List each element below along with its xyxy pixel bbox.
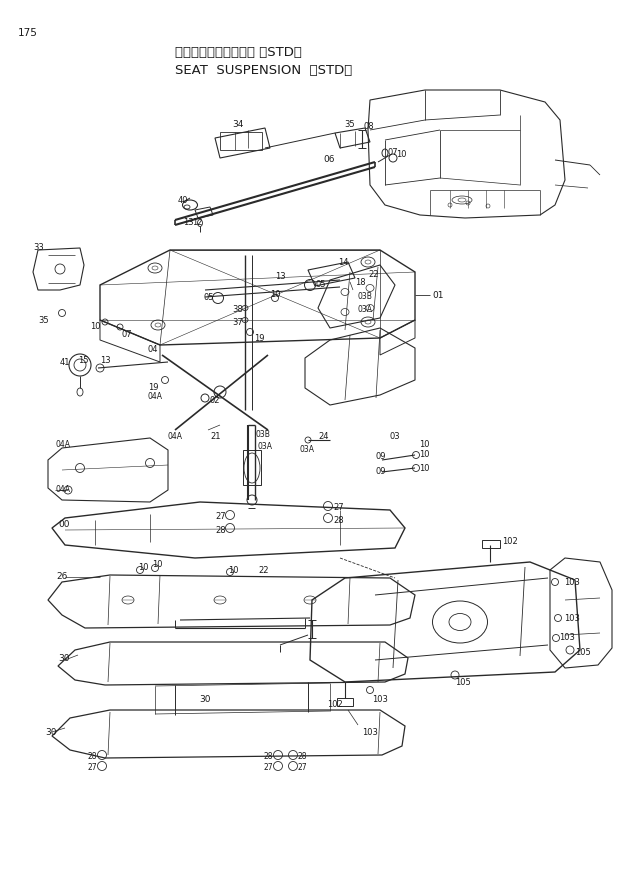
Text: 22: 22 bbox=[258, 566, 268, 575]
Text: 102: 102 bbox=[327, 700, 343, 709]
Text: 02: 02 bbox=[210, 396, 221, 405]
Text: 19: 19 bbox=[254, 334, 265, 343]
Text: 103: 103 bbox=[564, 578, 580, 587]
Text: 30: 30 bbox=[45, 728, 56, 737]
Text: 04: 04 bbox=[148, 345, 159, 354]
Text: 15: 15 bbox=[78, 356, 89, 365]
Text: 35: 35 bbox=[345, 120, 355, 129]
Text: 10: 10 bbox=[396, 150, 407, 159]
Text: シートサスペンション 〈STD〉: シートサスペンション 〈STD〉 bbox=[175, 46, 302, 59]
Bar bbox=[220, 132, 262, 150]
Text: 28: 28 bbox=[215, 526, 226, 535]
Text: 03A: 03A bbox=[357, 305, 372, 314]
Text: 27: 27 bbox=[298, 763, 308, 772]
Text: 03A: 03A bbox=[300, 445, 315, 454]
Text: 07: 07 bbox=[122, 330, 133, 339]
Text: 05: 05 bbox=[204, 293, 215, 302]
Text: 07: 07 bbox=[388, 148, 399, 157]
Text: 03: 03 bbox=[390, 432, 401, 441]
Text: 37: 37 bbox=[232, 318, 243, 327]
Text: 26: 26 bbox=[56, 572, 68, 581]
Text: 27: 27 bbox=[333, 503, 343, 512]
Text: 10: 10 bbox=[270, 290, 280, 299]
Text: 28: 28 bbox=[264, 752, 273, 761]
Text: 22: 22 bbox=[368, 270, 378, 279]
Text: 24: 24 bbox=[318, 432, 329, 441]
Text: 12: 12 bbox=[192, 218, 202, 227]
Text: 30: 30 bbox=[58, 654, 69, 663]
Text: 28: 28 bbox=[298, 752, 308, 761]
Text: 10: 10 bbox=[419, 450, 430, 459]
Text: 103: 103 bbox=[564, 614, 580, 623]
Text: 09: 09 bbox=[375, 467, 386, 476]
Text: SEAT  SUSPENSION  〈STD〉: SEAT SUSPENSION 〈STD〉 bbox=[175, 64, 352, 77]
Text: 175: 175 bbox=[18, 28, 38, 38]
Text: 105: 105 bbox=[455, 678, 471, 687]
Text: 03A: 03A bbox=[258, 442, 273, 451]
Text: 103: 103 bbox=[372, 695, 388, 704]
Text: 09: 09 bbox=[375, 452, 386, 461]
Text: 34: 34 bbox=[232, 120, 244, 129]
Text: 03B: 03B bbox=[256, 430, 271, 439]
Text: 10: 10 bbox=[152, 560, 162, 569]
Text: 13: 13 bbox=[183, 218, 193, 227]
Text: 102: 102 bbox=[502, 537, 518, 546]
Text: 04A: 04A bbox=[56, 485, 71, 494]
Text: 21: 21 bbox=[210, 432, 221, 441]
Text: 00: 00 bbox=[58, 520, 69, 529]
Text: 103: 103 bbox=[362, 728, 378, 737]
Text: 30: 30 bbox=[199, 695, 211, 704]
Text: 10: 10 bbox=[419, 440, 430, 449]
Text: 10: 10 bbox=[419, 464, 430, 473]
Text: 10: 10 bbox=[138, 563, 149, 572]
Text: 13: 13 bbox=[275, 272, 286, 281]
Text: 13: 13 bbox=[100, 356, 110, 365]
Text: 03B: 03B bbox=[357, 292, 372, 301]
Text: 04A: 04A bbox=[168, 432, 183, 441]
Text: 18: 18 bbox=[355, 278, 366, 287]
Text: 05: 05 bbox=[315, 280, 326, 289]
Text: 01: 01 bbox=[432, 291, 443, 300]
Text: 14: 14 bbox=[338, 258, 348, 267]
Text: 35: 35 bbox=[38, 316, 48, 325]
Text: 103: 103 bbox=[559, 633, 575, 642]
Text: 38: 38 bbox=[232, 305, 243, 314]
Text: 33: 33 bbox=[33, 243, 44, 252]
Text: 27: 27 bbox=[88, 763, 97, 772]
Text: 27: 27 bbox=[215, 512, 226, 521]
Text: 04A: 04A bbox=[148, 392, 163, 401]
Text: 41: 41 bbox=[60, 358, 71, 367]
Text: 28: 28 bbox=[333, 516, 343, 525]
Text: 105: 105 bbox=[575, 648, 591, 657]
Text: 28: 28 bbox=[88, 752, 97, 761]
Text: 40: 40 bbox=[178, 196, 188, 205]
Text: 19: 19 bbox=[148, 383, 159, 392]
Text: 10: 10 bbox=[228, 566, 239, 575]
Text: 10: 10 bbox=[90, 322, 100, 331]
Bar bbox=[243, 450, 261, 485]
Text: 06: 06 bbox=[323, 155, 335, 164]
Text: 08: 08 bbox=[364, 122, 374, 131]
Text: 27: 27 bbox=[264, 763, 273, 772]
Text: 04A: 04A bbox=[56, 440, 71, 449]
